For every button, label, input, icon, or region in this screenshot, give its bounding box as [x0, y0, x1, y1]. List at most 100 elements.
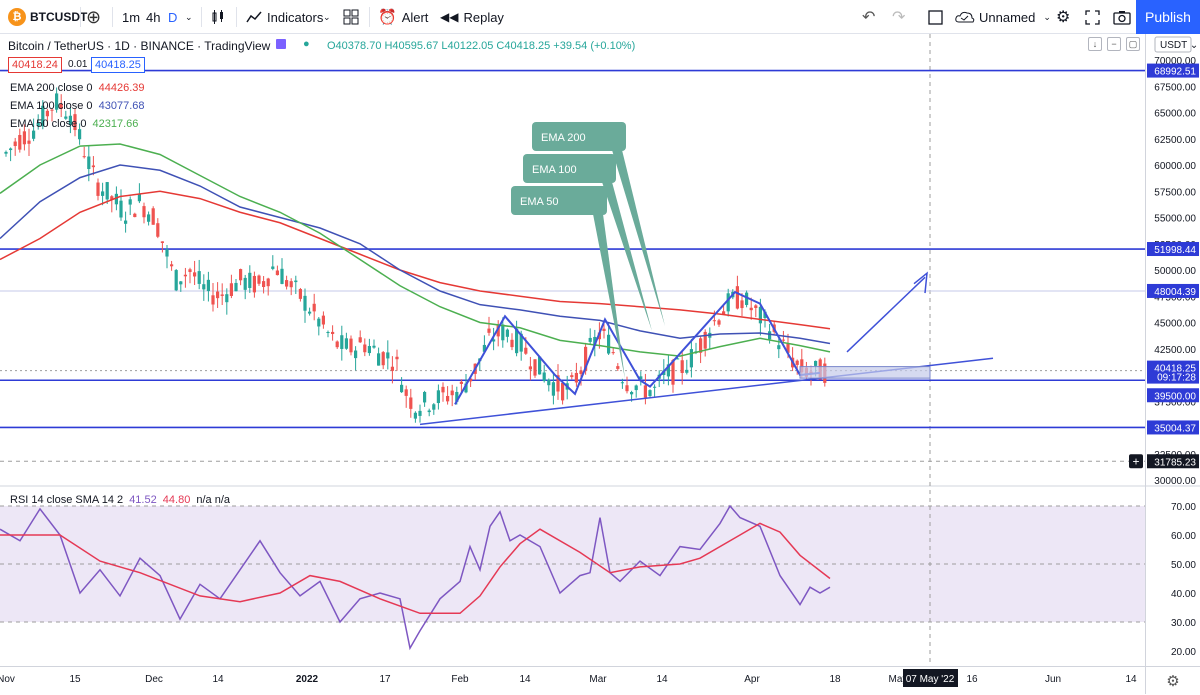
- replay-button[interactable]: ◀◀ Replay: [440, 0, 504, 34]
- publish-button[interactable]: Publish: [1136, 0, 1200, 34]
- compare-add-icon[interactable]: ⊕: [86, 6, 102, 27]
- candle-body: [593, 336, 597, 346]
- candle-body: [538, 356, 542, 375]
- live-dot-icon: ●: [303, 38, 310, 50]
- ema100-legend[interactable]: EMA 100 close 0 43077.68: [10, 100, 145, 112]
- layout-name: Unnamed: [979, 9, 1036, 25]
- candle-body: [653, 386, 657, 388]
- callout-pointer: [593, 214, 625, 379]
- candle-body: [643, 385, 647, 398]
- chevron-down-icon[interactable]: ⌄: [323, 11, 331, 22]
- candle-body: [137, 193, 141, 202]
- candle-body: [432, 404, 436, 410]
- symbol-selector[interactable]: ₿ BTCUSDT: [8, 0, 87, 34]
- fullscreen-icon[interactable]: [1085, 0, 1100, 34]
- time-tick-label: 18: [829, 674, 841, 685]
- rsi-legend[interactable]: RSI 14 close SMA 14 2 41.52 44.80 n/a n/…: [10, 494, 230, 506]
- crosshair-time-label: 07 May '22: [906, 674, 955, 685]
- interval-d[interactable]: D: [168, 9, 178, 25]
- interval-4h[interactable]: 4h: [146, 9, 161, 25]
- candle-body: [91, 165, 95, 168]
- ema50-legend[interactable]: EMA 50 close 0 42317.66: [10, 118, 138, 130]
- candle-body: [441, 386, 445, 393]
- candle-body: [446, 395, 450, 402]
- maximize-icon[interactable]: ▢: [1126, 37, 1140, 51]
- price-level-label: 48004.39: [1154, 287, 1196, 298]
- candle-body: [482, 344, 486, 352]
- candle-body: [455, 391, 459, 402]
- settings-gear-icon[interactable]: ⚙: [1056, 9, 1071, 26]
- time-tick-label: 14: [212, 674, 224, 685]
- callout-label: EMA 50: [520, 196, 559, 208]
- minimize-icon[interactable]: −: [1107, 37, 1121, 51]
- alarm-clock-icon: ⏰: [378, 9, 397, 26]
- candle-style-icon[interactable]: [210, 0, 226, 34]
- candle-body: [82, 156, 86, 158]
- candle-body: [27, 140, 31, 144]
- candle-body: [579, 370, 583, 374]
- candle-body: [22, 131, 26, 145]
- price-tick-label: 45000.00: [1154, 319, 1196, 330]
- add-plus-icon: [1129, 454, 1143, 469]
- time-tick-label: May: [889, 674, 908, 685]
- currency-box: [1154, 36, 1192, 53]
- candle-body: [197, 271, 201, 284]
- candle-body: [257, 275, 261, 284]
- price-level-label: 68992.51: [1154, 67, 1196, 78]
- price-tick-label: 65000.00: [1154, 109, 1196, 120]
- candle-body: [349, 338, 353, 353]
- time-axis[interactable]: Nov 15 Dec 14 2022 17 Feb 14 Mar 14 Apr 18 May 16 Jun 1…: [0, 666, 1145, 694]
- candle-body: [344, 338, 348, 349]
- replay-label: Replay: [463, 9, 504, 25]
- camera-icon[interactable]: [1113, 0, 1131, 34]
- candle-body: [814, 360, 818, 366]
- alert-button[interactable]: ⏰ Alert: [378, 0, 428, 34]
- time-axis-canvas[interactable]: Nov 15 Dec 14 2022 17 Feb 14 Mar 14 Apr 18 May 16 Jun 1…: [0, 667, 1145, 695]
- chart-canvas[interactable]: EMA 200 EMA 100 EMA 50 +: [0, 34, 1145, 666]
- candle-body: [266, 278, 270, 287]
- ema50-line: [0, 143, 831, 357]
- candle-body: [220, 294, 224, 296]
- price-axis[interactable]: 70000.00 67500.00 65000.00 62500.00 60000.00…: [1145, 34, 1200, 666]
- interval-1m[interactable]: 1m: [122, 9, 141, 25]
- ema200-legend[interactable]: EMA 200 close 0 44426.39: [10, 82, 145, 94]
- candle-body: [174, 270, 178, 291]
- chart-area[interactable]: EMA 200 EMA 100 EMA 50 +: [0, 34, 1145, 666]
- axis-settings-gear-icon[interactable]: ⚙: [1145, 666, 1200, 694]
- candle-body: [505, 329, 509, 337]
- candle-body: [110, 196, 114, 200]
- indicators-button[interactable]: Indicators: [246, 0, 323, 34]
- undo-icon[interactable]: ↶: [862, 9, 876, 26]
- time-tick-label: 17: [379, 674, 391, 685]
- bid-price[interactable]: 40418.24: [8, 57, 62, 73]
- candle-body: [680, 360, 684, 374]
- candle-body: [170, 264, 174, 267]
- fullscreen-box-icon[interactable]: [928, 0, 943, 34]
- candle-body: [795, 360, 799, 365]
- templates-icon[interactable]: [343, 0, 359, 34]
- ohlc-values: O40378.70 H40595.67 L40122.05 C40418.25 …: [327, 40, 636, 52]
- cloud-check-icon: [955, 11, 975, 23]
- price-tick-label: 50000.00: [1154, 266, 1196, 277]
- candle-body: [234, 282, 238, 292]
- candle-body: [206, 279, 210, 292]
- candle-body: [758, 306, 762, 324]
- candle-body: [800, 359, 804, 373]
- price-axis-canvas[interactable]: 70000.00 67500.00 65000.00 62500.00 60000.00…: [1146, 34, 1200, 666]
- price-level-tag: [1147, 360, 1199, 375]
- flag-icon[interactable]: [276, 39, 286, 49]
- candle-body: [726, 293, 730, 312]
- redo-icon[interactable]: ↷: [892, 9, 906, 26]
- ask-price[interactable]: 40418.25: [91, 57, 145, 73]
- candle-body: [735, 286, 739, 309]
- candle-body: [317, 318, 321, 327]
- projection-arrow: [846, 276, 926, 353]
- price-level-tag: [1147, 388, 1199, 403]
- scroll-down-icon[interactable]: ↓: [1088, 37, 1102, 51]
- layout-selector[interactable]: Unnamed ⌄: [955, 0, 1051, 34]
- candle-body: [124, 220, 128, 224]
- chevron-down-icon[interactable]: ⌄: [185, 11, 193, 22]
- candle-body: [533, 359, 537, 376]
- candle-body: [717, 320, 721, 325]
- candle-body: [308, 311, 312, 314]
